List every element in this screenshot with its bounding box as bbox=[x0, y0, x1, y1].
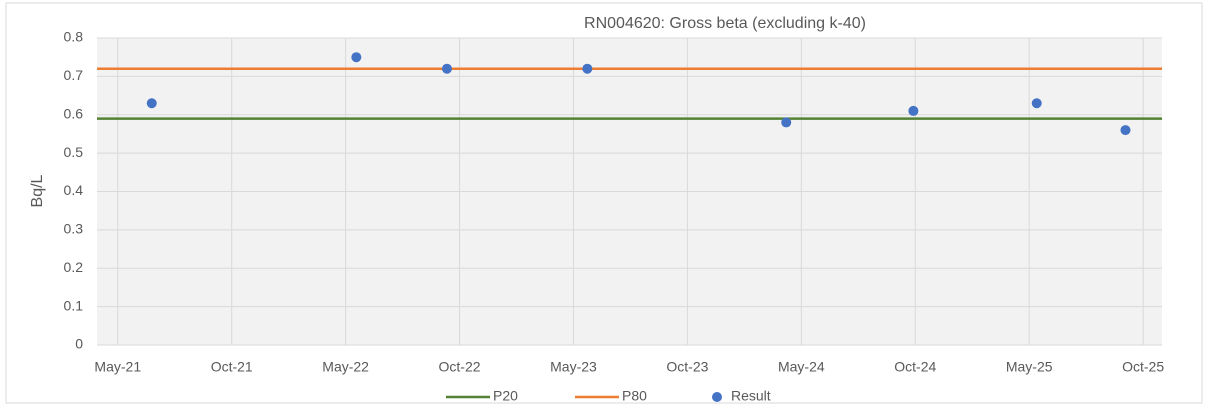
legend-label: P20 bbox=[493, 388, 518, 404]
data-point bbox=[582, 63, 593, 74]
y-axis-label: Bq/L bbox=[29, 174, 46, 207]
legend-swatch bbox=[712, 392, 722, 402]
legend-label: P80 bbox=[622, 388, 647, 404]
data-point bbox=[1031, 98, 1042, 109]
x-tick-label: Oct-25 bbox=[1122, 359, 1164, 375]
data-point bbox=[1120, 125, 1131, 136]
y-tick-label: 0 bbox=[75, 336, 83, 352]
y-tick-label: 0.5 bbox=[64, 144, 84, 160]
y-tick-label: 0.4 bbox=[64, 182, 84, 198]
data-point bbox=[908, 105, 919, 116]
x-tick-label: Oct-24 bbox=[894, 359, 936, 375]
data-point bbox=[351, 52, 362, 63]
x-tick-label: May-24 bbox=[778, 359, 825, 375]
data-point bbox=[781, 117, 792, 128]
y-tick-label: 0.2 bbox=[64, 259, 84, 275]
x-tick-label: May-25 bbox=[1006, 359, 1053, 375]
data-point bbox=[441, 63, 452, 74]
y-tick-label: 0.6 bbox=[64, 105, 84, 121]
x-tick-label: Oct-23 bbox=[666, 359, 708, 375]
x-tick-label: Oct-22 bbox=[439, 359, 481, 375]
x-tick-label: May-21 bbox=[94, 359, 141, 375]
x-tick-label: May-22 bbox=[322, 359, 369, 375]
data-point bbox=[146, 98, 157, 109]
y-tick-label: 0.8 bbox=[64, 29, 84, 45]
y-tick-label: 0.3 bbox=[64, 221, 84, 237]
y-tick-label: 0.1 bbox=[64, 297, 84, 313]
chart-title: RN004620: Gross beta (excluding k-40) bbox=[584, 15, 866, 32]
legend-label: Result bbox=[731, 388, 771, 404]
x-tick-label: Oct-21 bbox=[211, 359, 253, 375]
y-tick-label: 0.7 bbox=[64, 67, 84, 83]
x-tick-label: May-23 bbox=[550, 359, 597, 375]
